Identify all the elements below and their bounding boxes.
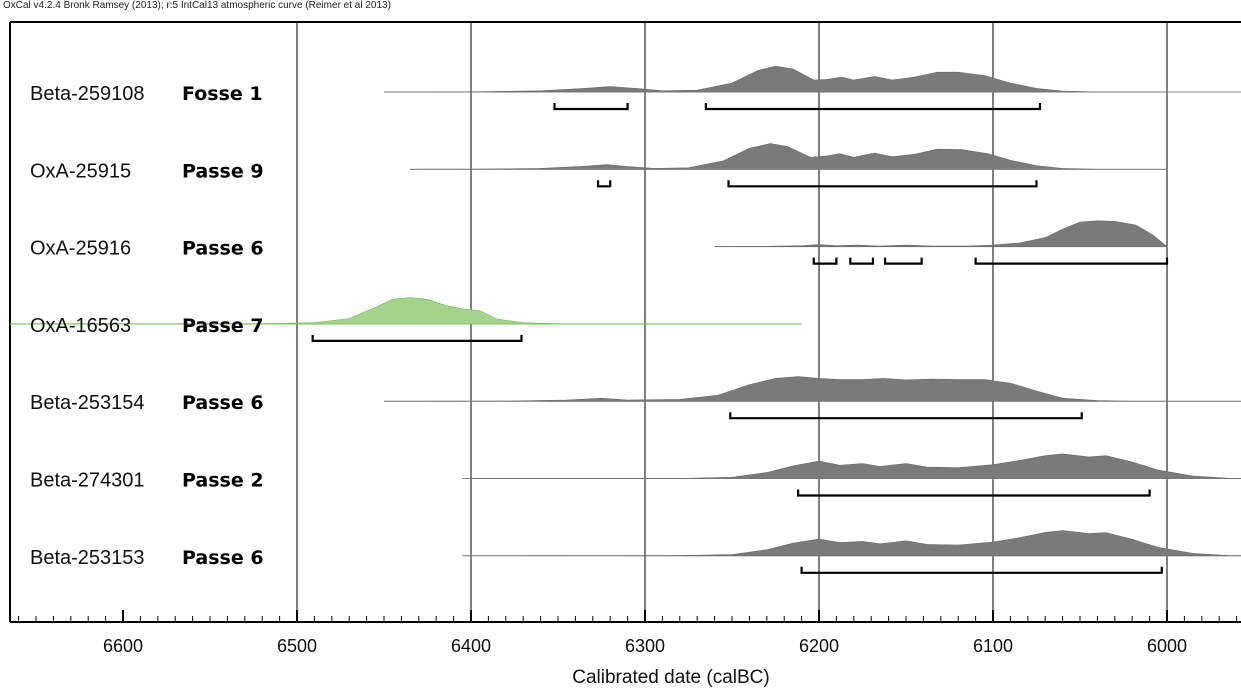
sample-lab-code: OxA-16563 <box>30 315 131 337</box>
hpd-range-bracket-2-1 <box>596 180 612 188</box>
software-credit-header: OxCal v4.2.4 Bronk Ramsey (2013); r:5 In… <box>3 0 391 11</box>
sample-lab-code: OxA-25916 <box>30 238 131 260</box>
probability-distribution-5 <box>383 376 1241 402</box>
sample-context-label: Passe 6 <box>182 238 264 260</box>
sample-context-label: Passe 2 <box>182 470 264 492</box>
hpd-range-bracket-3-2 <box>849 257 875 265</box>
hpd-range-bracket-7-1 <box>800 566 1163 574</box>
hpd-range-bracket-6-1 <box>797 489 1151 497</box>
sample-lab-code: Beta-259108 <box>30 83 145 105</box>
x-tick-label: 6600 <box>103 636 143 656</box>
sample-context-label: Passe 9 <box>182 160 264 182</box>
probability-distribution-2 <box>410 143 1167 170</box>
sample-lab-code: Beta-253153 <box>30 547 145 569</box>
hpd-range-bracket-2-2 <box>727 180 1038 188</box>
probability-distribution-4 <box>9 297 802 325</box>
x-tick-label: 6000 <box>1147 636 1187 656</box>
hpd-range-bracket-1-1 <box>553 103 629 111</box>
sample-context-label: Passe 6 <box>182 392 264 414</box>
sample-lab-code: OxA-25915 <box>30 160 131 182</box>
hpd-range-bracket-3-4 <box>974 257 1169 265</box>
x-axis-title: Calibrated date (calBC) <box>572 667 770 688</box>
sample-lab-code: Beta-253154 <box>30 392 145 414</box>
hpd-range-bracket-3-3 <box>884 257 923 265</box>
probability-distribution-7 <box>462 530 1241 557</box>
sample-context-label: Passe 7 <box>182 315 264 337</box>
hpd-range-bracket-1-2 <box>704 103 1042 111</box>
sample-lab-code: Beta-274301 <box>30 470 145 492</box>
probability-distribution-6 <box>462 453 1241 479</box>
x-tick-label: 6200 <box>799 636 839 656</box>
sample-context-label: Fosse 1 <box>182 83 263 105</box>
x-tick-label: 6500 <box>277 636 317 656</box>
hpd-range-bracket-3-1 <box>812 257 838 265</box>
hpd-range-bracket-4-1 <box>311 334 523 342</box>
x-tick-label: 6400 <box>451 636 491 656</box>
sample-context-label: Passe 6 <box>182 547 264 569</box>
probability-distribution-3 <box>714 220 1168 247</box>
x-tick-label: 6100 <box>973 636 1013 656</box>
probability-distribution-1 <box>383 65 1167 93</box>
hpd-range-bracket-5-1 <box>729 412 1083 420</box>
x-tick-label: 6300 <box>625 636 665 656</box>
